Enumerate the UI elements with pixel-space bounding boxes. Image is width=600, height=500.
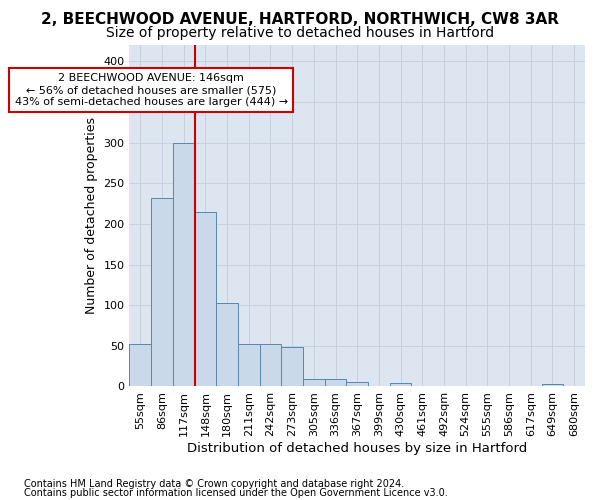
Text: Contains HM Land Registry data © Crown copyright and database right 2024.: Contains HM Land Registry data © Crown c… xyxy=(24,479,404,489)
Bar xyxy=(194,212,216,386)
Bar xyxy=(238,344,260,387)
Text: Contains public sector information licensed under the Open Government Licence v3: Contains public sector information licen… xyxy=(24,488,448,498)
X-axis label: Distribution of detached houses by size in Hartford: Distribution of detached houses by size … xyxy=(187,442,527,455)
Text: Size of property relative to detached houses in Hartford: Size of property relative to detached ho… xyxy=(106,26,494,40)
Bar xyxy=(173,142,194,386)
Bar xyxy=(260,344,281,387)
Bar xyxy=(281,348,303,387)
Bar xyxy=(542,384,563,386)
Bar xyxy=(390,383,412,386)
Text: 2 BEECHWOOD AVENUE: 146sqm
← 56% of detached houses are smaller (575)
43% of sem: 2 BEECHWOOD AVENUE: 146sqm ← 56% of deta… xyxy=(14,74,287,106)
Bar xyxy=(130,344,151,387)
Bar xyxy=(303,379,325,386)
Bar xyxy=(151,198,173,386)
Bar xyxy=(325,379,346,386)
Y-axis label: Number of detached properties: Number of detached properties xyxy=(85,117,98,314)
Bar xyxy=(216,302,238,386)
Text: 2, BEECHWOOD AVENUE, HARTFORD, NORTHWICH, CW8 3AR: 2, BEECHWOOD AVENUE, HARTFORD, NORTHWICH… xyxy=(41,12,559,28)
Bar xyxy=(346,382,368,386)
